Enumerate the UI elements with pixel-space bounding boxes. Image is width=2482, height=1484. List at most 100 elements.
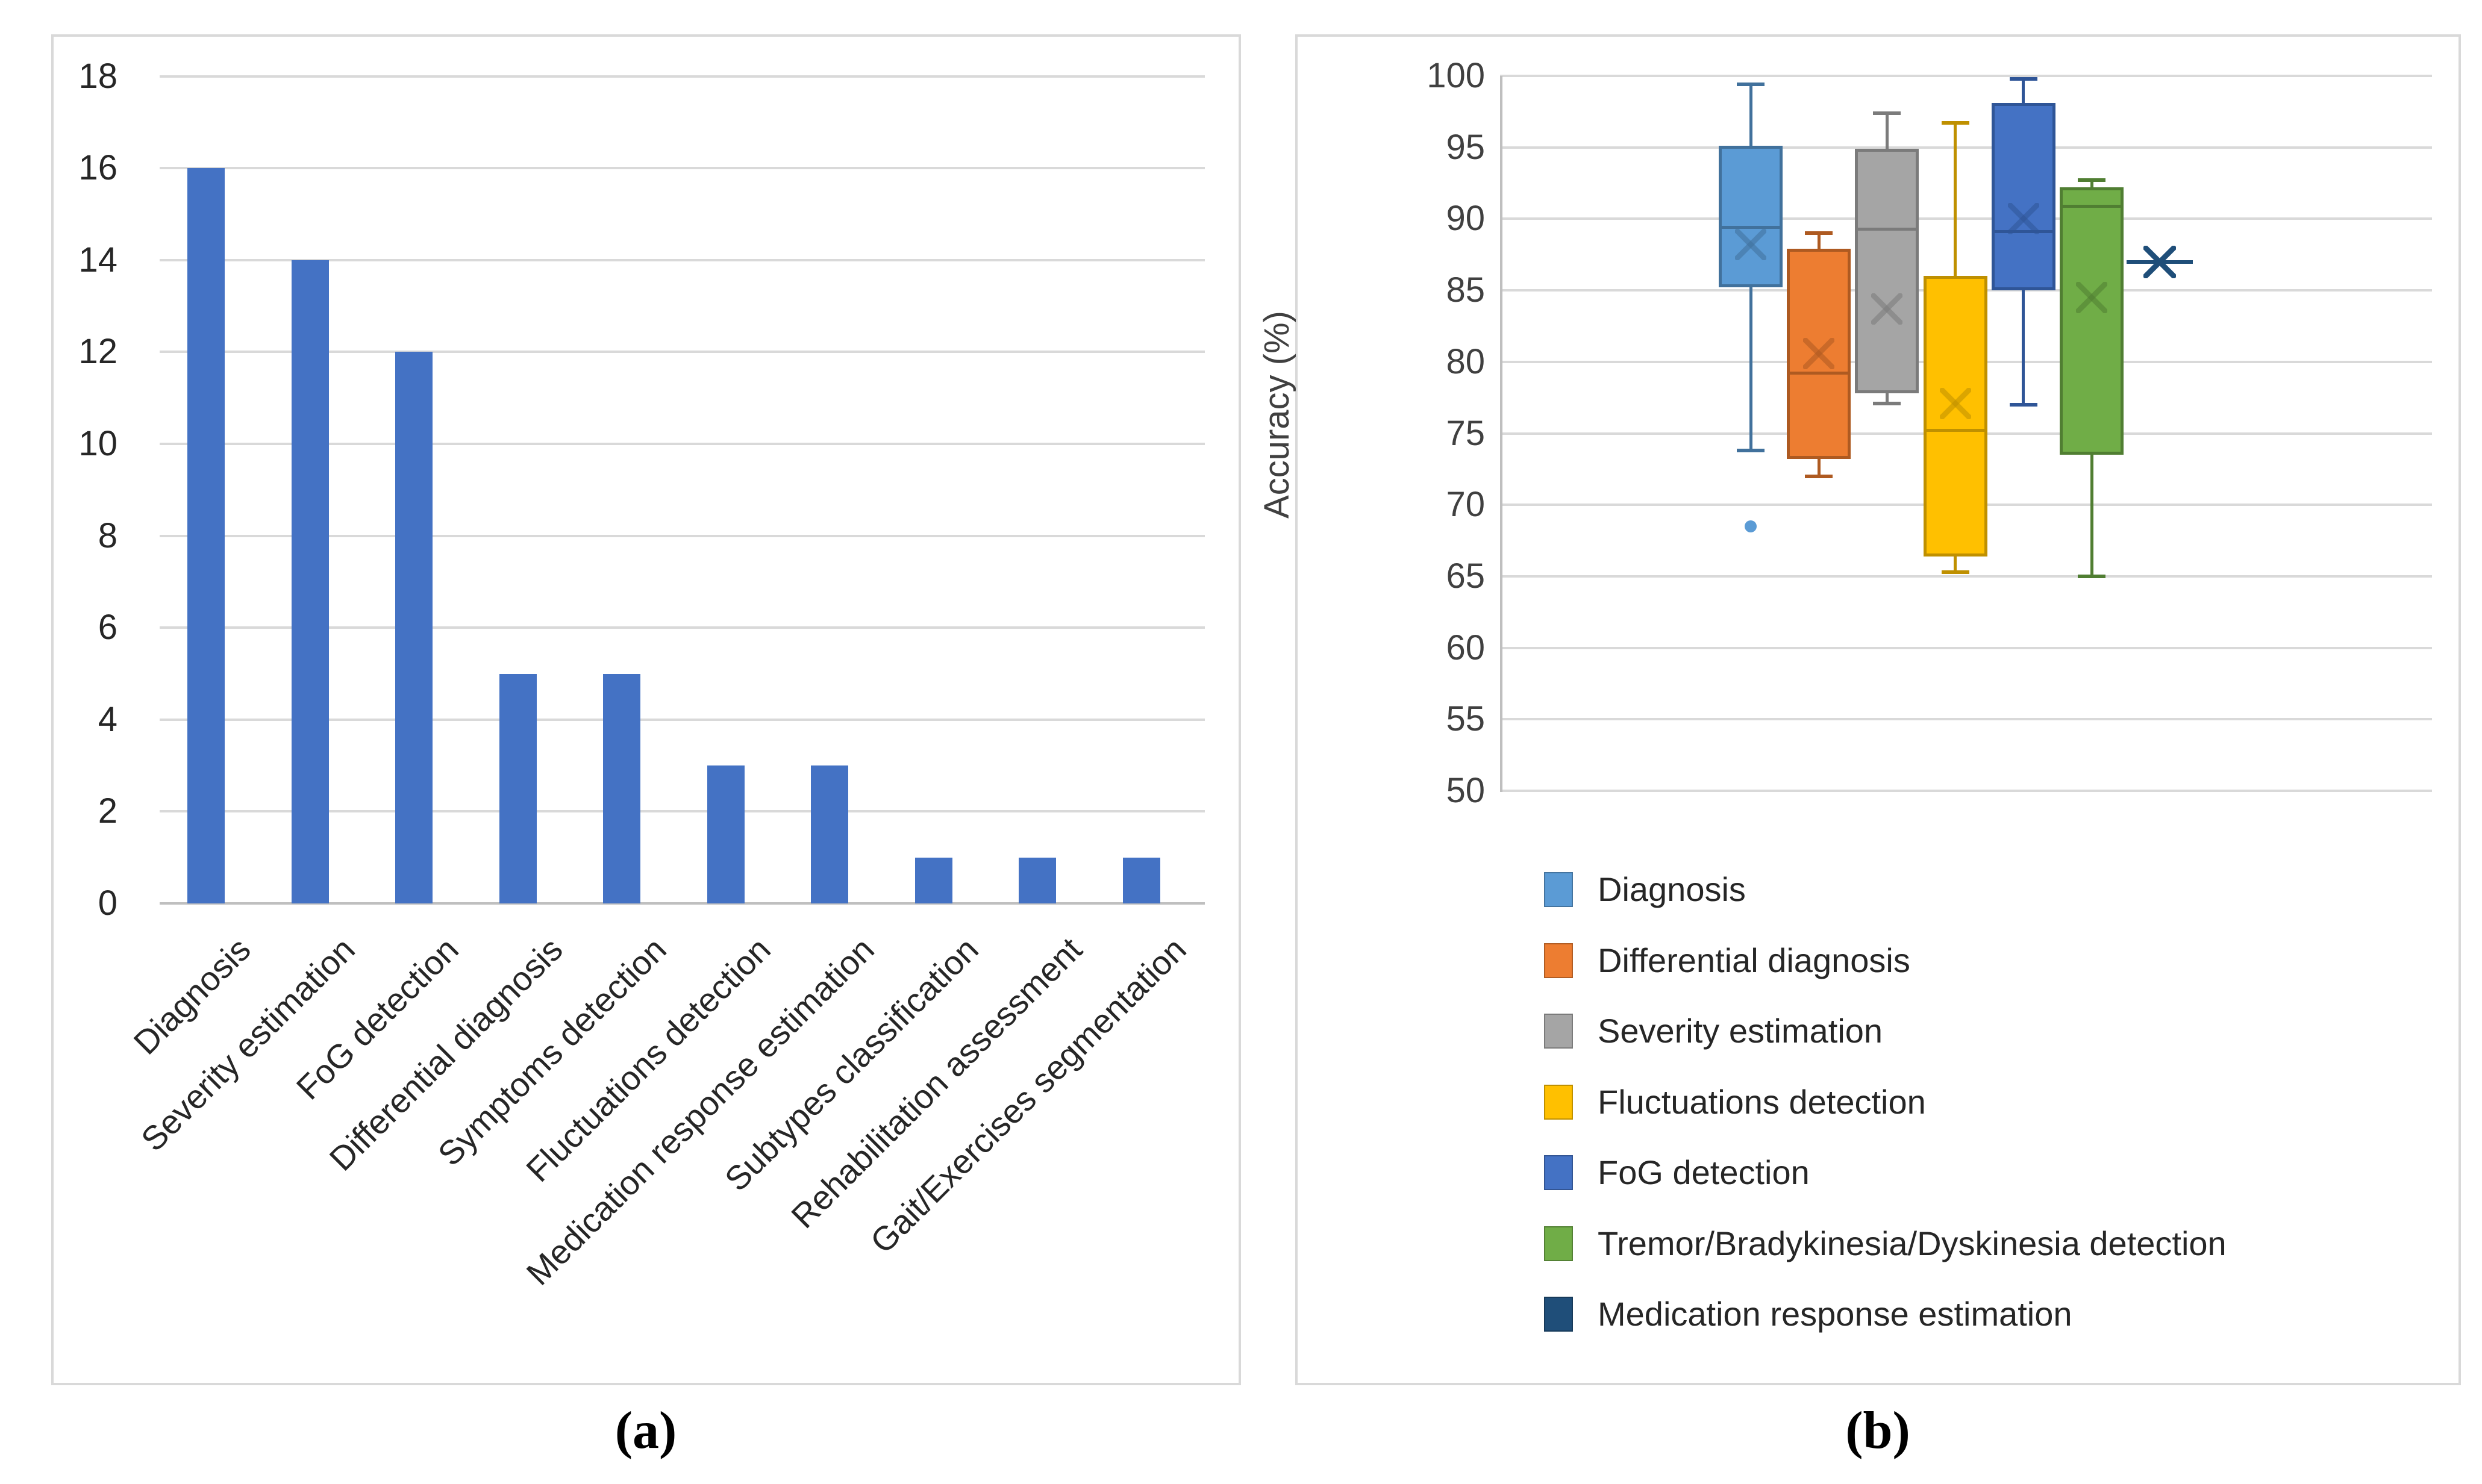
gridline	[160, 718, 1205, 721]
y-tick-label: 2	[98, 791, 117, 831]
bar	[1019, 857, 1056, 903]
outlier-dot	[1745, 520, 1757, 532]
y-tick-label: 12	[78, 332, 117, 372]
y-tick-label: 85	[1446, 270, 1485, 310]
y-tick-label: 65	[1446, 556, 1485, 596]
whisker-line	[1954, 123, 1957, 276]
whisker-line	[1817, 233, 1821, 249]
mean-marker	[1939, 387, 1971, 419]
whisker-cap	[1737, 83, 1765, 87]
gridline	[160, 167, 1205, 170]
whisker-line	[2090, 455, 2093, 576]
gridline	[1500, 75, 2432, 77]
whisker-line	[2022, 290, 2025, 405]
y-axis-line	[1500, 76, 1502, 792]
mean-marker	[2076, 281, 2107, 313]
whisker-line	[1885, 393, 1889, 404]
caption-b: (b)	[1845, 1401, 1910, 1460]
gridline	[1500, 575, 2432, 578]
legend-label: Medication response estimation	[1598, 1295, 2072, 1333]
bar	[603, 673, 640, 903]
whisker-cap	[2009, 76, 2037, 81]
whisker-cap	[1737, 448, 1765, 452]
gridline	[1500, 790, 2432, 792]
median-line	[1722, 226, 1780, 229]
y-tick-label: 95	[1446, 127, 1485, 167]
gridline	[160, 902, 1205, 905]
legend-label: Tremor/Bradykinesia/Dyskinesia detection	[1598, 1224, 2227, 1262]
whisker-cap	[2078, 574, 2105, 578]
legend-label: Differential diagnosis	[1598, 941, 1910, 979]
box	[1719, 146, 1783, 288]
legend-label: Fluctuations detection	[1598, 1082, 1926, 1121]
whisker-cap	[1873, 111, 1901, 115]
gridline	[160, 626, 1205, 629]
legend-swatch	[1544, 1014, 1573, 1049]
legend-swatch	[1544, 1084, 1573, 1120]
y-tick-label: 8	[98, 516, 117, 555]
gridline	[160, 534, 1205, 537]
legend-label: Severity estimation	[1598, 1012, 1883, 1050]
gridline	[160, 443, 1205, 445]
whisker-cap	[2078, 178, 2105, 182]
whisker-cap	[1805, 231, 1833, 235]
gridline	[1500, 217, 2432, 220]
y-tick-label: 18	[78, 56, 117, 96]
y-tick-label: 50	[1446, 771, 1485, 810]
y-tick-label: 70	[1446, 485, 1485, 525]
median-line	[1858, 227, 1916, 231]
y-tick-label: 55	[1446, 699, 1485, 739]
legend-swatch	[1544, 943, 1573, 978]
legend-swatch	[1544, 1297, 1573, 1332]
legend-label: Diagnosis	[1598, 870, 1746, 908]
mean-marker	[1871, 293, 1903, 325]
whisker-line	[2022, 78, 2025, 104]
whisker-line	[1885, 113, 1889, 149]
whisker-cap	[1873, 401, 1901, 405]
box	[1923, 276, 1987, 556]
y-tick-label: 75	[1446, 413, 1485, 453]
box	[1991, 103, 2055, 291]
whisker-cap	[1941, 121, 1969, 125]
median-line	[2063, 204, 2121, 208]
gridline	[1500, 718, 2432, 721]
y-tick-label: 0	[98, 884, 117, 923]
mean-marker	[1735, 229, 1766, 261]
bar	[707, 765, 745, 903]
median-line	[1994, 230, 2052, 234]
legend-swatch	[1544, 1155, 1573, 1190]
y-tick-label: 90	[1446, 199, 1485, 238]
median-line	[1926, 429, 1984, 432]
y-tick-label: 60	[1446, 628, 1485, 667]
y-axis-title: Accuracy (%)	[1257, 311, 1296, 519]
bar	[187, 168, 225, 903]
box	[1855, 149, 1919, 394]
caption-a: (a)	[614, 1401, 677, 1460]
bar	[914, 857, 952, 903]
legend-label: FoG detection	[1598, 1153, 1810, 1191]
bar	[395, 352, 433, 903]
y-tick-label: 100	[1427, 56, 1485, 95]
whisker-line	[1954, 556, 1957, 572]
whisker-line	[2090, 180, 2093, 188]
y-tick-label: 10	[78, 424, 117, 463]
legend-swatch	[1544, 1226, 1573, 1261]
gridline	[160, 810, 1205, 813]
gridline	[1500, 146, 2432, 149]
y-tick-label: 80	[1446, 341, 1485, 381]
mean-marker	[2007, 203, 2039, 235]
whisker-cap	[1805, 474, 1833, 478]
y-tick-label: 6	[98, 608, 117, 647]
whisker-line	[1749, 84, 1752, 146]
y-tick-label: 14	[78, 240, 117, 279]
mean-marker	[1803, 337, 1835, 369]
bar	[499, 673, 537, 903]
whisker-cap	[1941, 570, 1969, 574]
whisker-line	[1817, 459, 1821, 476]
gridline	[1500, 646, 2432, 649]
y-tick-label: 4	[98, 699, 117, 739]
mean-marker	[2143, 245, 2177, 278]
median-line	[1790, 372, 1848, 375]
whisker-line	[1749, 287, 1752, 450]
